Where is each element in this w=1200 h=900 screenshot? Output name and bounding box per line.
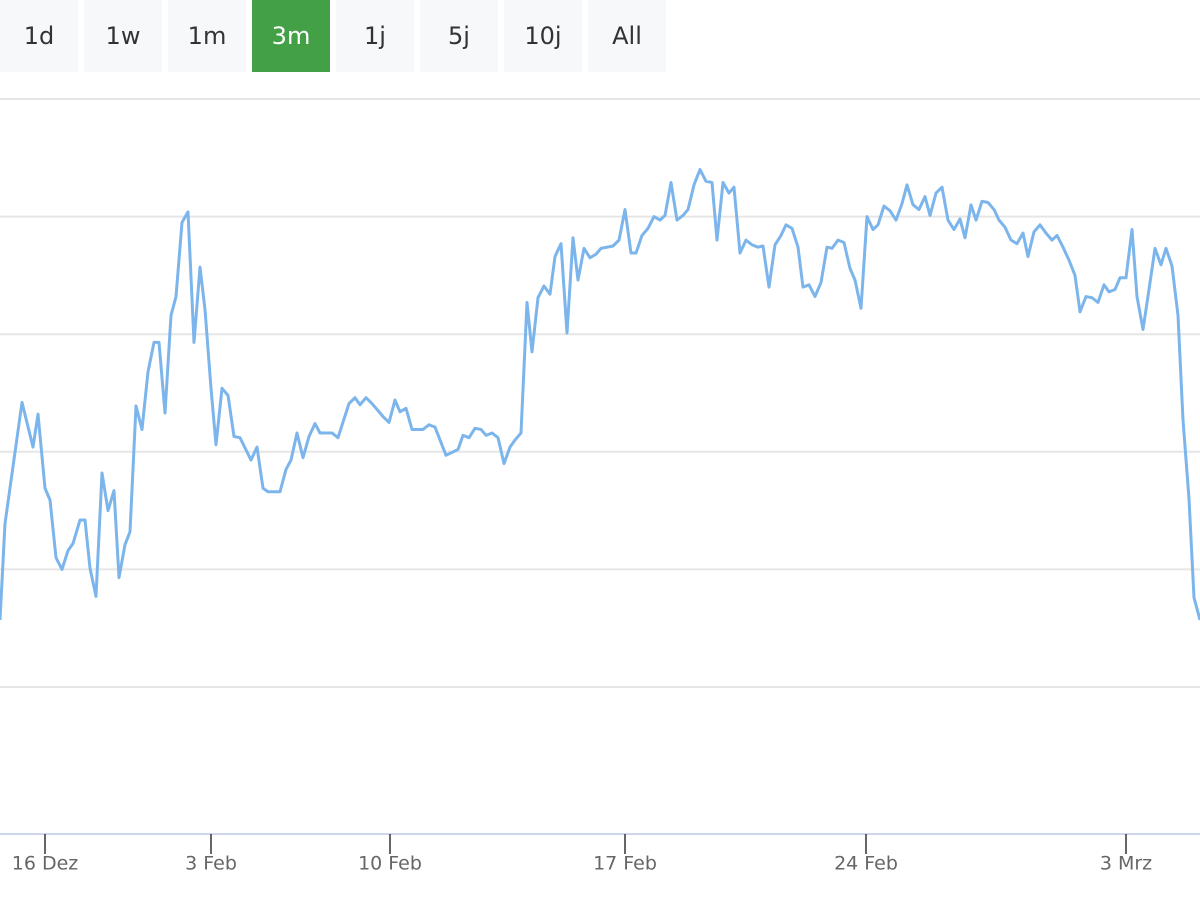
range-button[interactable]: 3m bbox=[252, 0, 330, 72]
range-button[interactable]: 10j bbox=[504, 0, 582, 72]
range-button[interactable]: 5j bbox=[420, 0, 498, 72]
x-tick-label: 3 Mrz bbox=[1100, 853, 1152, 875]
x-tick-label: 3 Feb bbox=[185, 853, 237, 875]
x-tick-label: 17 Feb bbox=[593, 853, 657, 875]
x-tick-label: 16 Dez bbox=[12, 853, 79, 875]
x-tick-label: 24 Feb bbox=[834, 853, 898, 875]
price-line bbox=[0, 168, 1200, 621]
range-button[interactable]: 1j bbox=[336, 0, 414, 72]
range-button[interactable]: 1d bbox=[0, 0, 78, 72]
range-button[interactable]: 1m bbox=[168, 0, 246, 72]
range-button[interactable]: All bbox=[588, 0, 666, 72]
x-tick-label: 10 Feb bbox=[358, 853, 422, 875]
range-button[interactable]: 1w bbox=[84, 0, 162, 72]
